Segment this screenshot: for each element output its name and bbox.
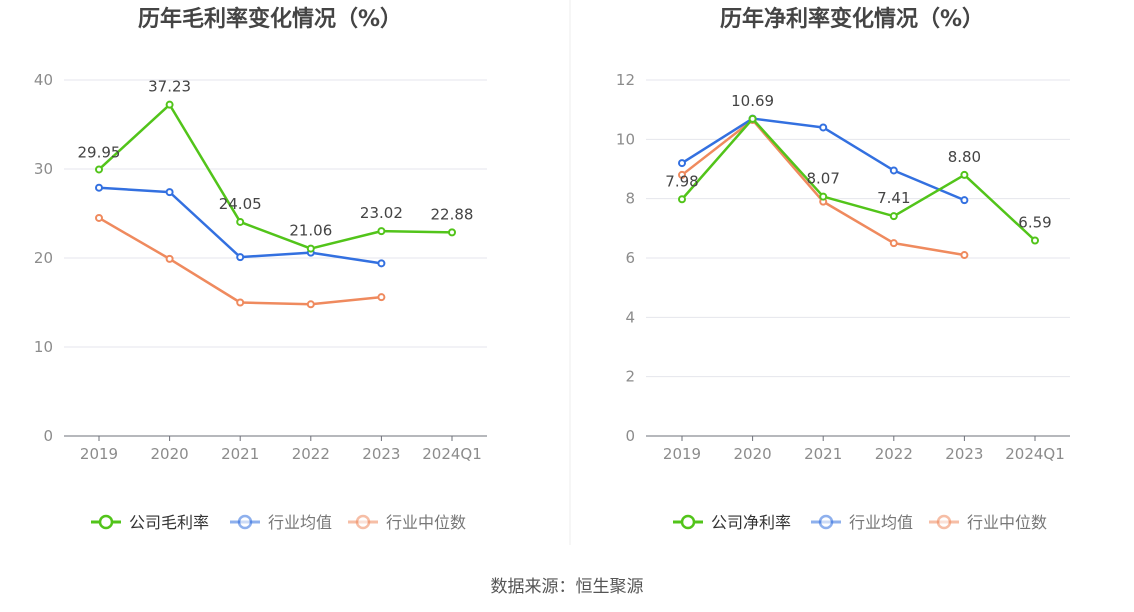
- data-point: [236, 298, 245, 307]
- x-tick-label: 2024Q1: [1005, 445, 1065, 463]
- legend-marker: [818, 514, 834, 530]
- data-label: 22.88: [431, 205, 474, 223]
- data-point: [306, 300, 315, 309]
- data-point: [306, 244, 315, 253]
- data-point: [1031, 236, 1039, 245]
- series-line-company: [98, 103, 453, 250]
- data-point: [889, 239, 898, 248]
- y-tick-label: 10: [34, 338, 53, 356]
- legend-marker: [680, 514, 696, 530]
- x-tick-label: 2021: [221, 445, 259, 463]
- chart-title: 历年净利率变化情况（%）: [720, 6, 984, 32]
- data-point: [448, 228, 456, 237]
- legend-label: 行业中位数: [967, 513, 1047, 532]
- data-point: [678, 170, 686, 179]
- legend-label: 公司净利率: [711, 513, 791, 532]
- legend-marker: [355, 514, 371, 530]
- data-point: [960, 170, 969, 179]
- data-point: [819, 123, 828, 132]
- data-point: [960, 196, 969, 205]
- x-tick-label: 2023: [362, 445, 400, 463]
- x-tick-label: 2024Q1: [422, 445, 482, 463]
- y-tick-label: 30: [34, 160, 53, 178]
- data-label: 21.06: [289, 222, 332, 240]
- data-label: 24.05: [219, 195, 262, 213]
- data-point: [889, 166, 898, 175]
- data-point: [889, 212, 898, 221]
- x-tick-label: 2019: [663, 445, 701, 463]
- x-tick-label: 2022: [875, 445, 913, 463]
- data-label: 37.23: [148, 78, 191, 96]
- data-label: 8.07: [806, 170, 839, 188]
- y-tick-label: 20: [34, 249, 53, 267]
- chart-title: 历年毛利率变化情况（%）: [138, 6, 402, 32]
- data-point: [377, 293, 386, 302]
- x-tick-label: 2022: [292, 445, 330, 463]
- data-label: 6.59: [1018, 213, 1051, 231]
- legend-label: 行业均值: [849, 513, 913, 532]
- x-tick-label: 2020: [734, 445, 772, 463]
- legend-marker: [936, 514, 952, 530]
- data-label: 29.95: [78, 143, 121, 161]
- legend-marker: [98, 514, 114, 530]
- data-label: 7.41: [877, 189, 910, 207]
- data-point: [678, 159, 686, 168]
- x-tick-label: 2021: [804, 445, 842, 463]
- y-tick-label: 10: [616, 130, 635, 148]
- data-label: 7.98: [665, 172, 698, 190]
- y-tick-label: 2: [625, 368, 635, 386]
- data-point: [377, 227, 386, 236]
- data-point: [95, 165, 103, 174]
- data-point: [236, 253, 245, 262]
- data-point: [165, 188, 174, 197]
- data-point: [678, 195, 686, 204]
- legend-label: 公司毛利率: [129, 513, 209, 532]
- data-point: [165, 100, 174, 109]
- data-point: [165, 254, 174, 263]
- legend-label: 行业中位数: [386, 513, 466, 532]
- data-point: [95, 213, 103, 222]
- x-tick-label: 2020: [151, 445, 189, 463]
- data-label: 10.69: [731, 92, 774, 110]
- y-tick-label: 12: [616, 71, 635, 89]
- series-line-industry-median: [98, 216, 382, 306]
- legend-marker: [237, 514, 253, 530]
- y-tick-label: 0: [43, 427, 53, 445]
- legend-label: 行业均值: [268, 513, 332, 532]
- y-tick-label: 40: [34, 71, 53, 89]
- data-label: 8.80: [948, 148, 981, 166]
- data-label: 23.02: [360, 204, 403, 222]
- y-tick-label: 4: [625, 308, 635, 326]
- x-tick-label: 2023: [945, 445, 983, 463]
- data-point: [960, 251, 969, 260]
- y-tick-label: 0: [625, 427, 635, 445]
- data-point: [95, 183, 103, 192]
- data-point: [819, 192, 828, 201]
- y-tick-label: 6: [625, 249, 635, 267]
- data-point: [377, 259, 386, 268]
- series-line-company: [681, 117, 1036, 242]
- x-tick-label: 2019: [80, 445, 118, 463]
- data-source-note: 数据来源：恒生聚源: [490, 577, 644, 597]
- y-tick-label: 8: [625, 190, 635, 208]
- data-point: [236, 217, 245, 226]
- data-point: [748, 114, 757, 123]
